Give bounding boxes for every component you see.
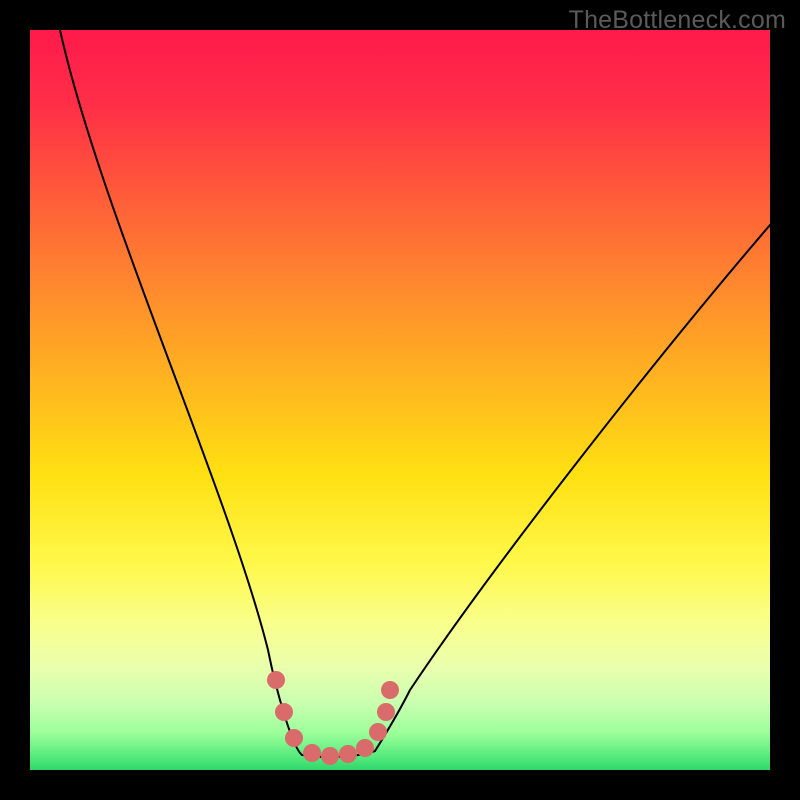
trough-marker bbox=[369, 723, 387, 741]
trough-marker bbox=[275, 703, 293, 721]
trough-marker bbox=[377, 703, 395, 721]
trough-marker bbox=[339, 745, 357, 763]
trough-marker bbox=[381, 681, 399, 699]
chart-plot-area bbox=[30, 30, 770, 770]
bottleneck-curve bbox=[60, 30, 770, 757]
watermark-text: TheBottleneck.com bbox=[569, 6, 786, 35]
trough-marker bbox=[303, 744, 321, 762]
trough-marker bbox=[285, 729, 303, 747]
trough-marker bbox=[356, 739, 374, 757]
chart-svg-layer bbox=[30, 30, 770, 770]
trough-marker bbox=[321, 747, 339, 765]
trough-marker bbox=[267, 671, 285, 689]
